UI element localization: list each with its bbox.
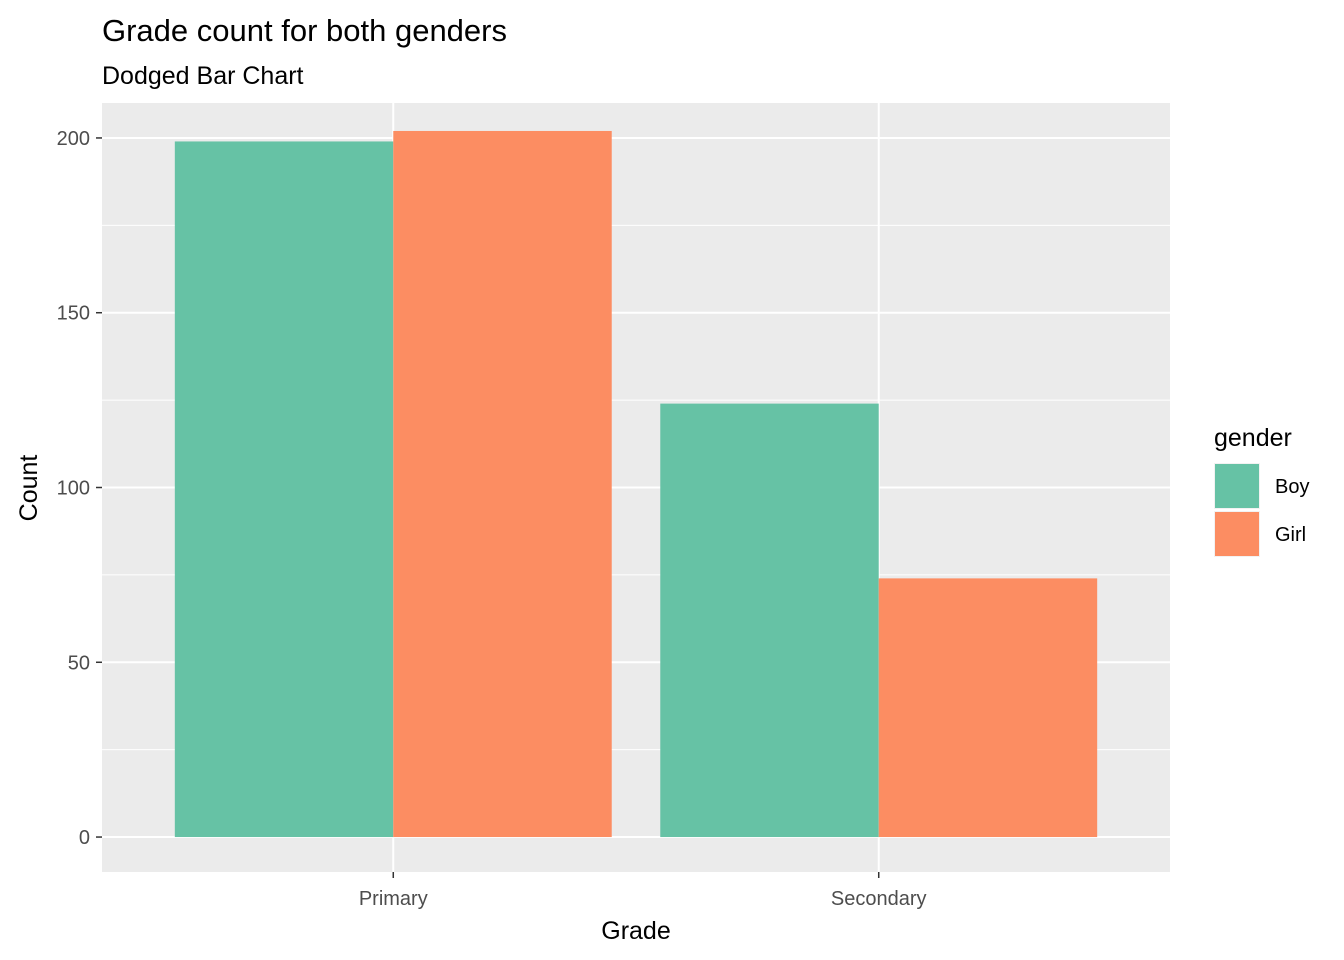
y-tick-label: 100 [57, 478, 90, 500]
legend-label-boy: Boy [1275, 476, 1309, 498]
legend-swatch-girl [1215, 512, 1259, 556]
legend-title: gender [1214, 424, 1292, 452]
legend-label-girl: Girl [1275, 524, 1306, 546]
chart-subtitle: Dodged Bar Chart [102, 62, 304, 90]
bar-girl-primary [393, 130, 612, 838]
bars [174, 130, 1098, 838]
legend-swatch-boy [1215, 464, 1259, 508]
x-axis: Primary Secondary [359, 872, 927, 910]
chart-title: Grade count for both genders [102, 13, 507, 48]
y-axis-title: Count [15, 455, 43, 522]
y-tick-label: 0 [79, 827, 90, 849]
y-tick-label: 200 [57, 128, 90, 150]
y-tick-label: 50 [68, 652, 90, 674]
bar-boy-primary [174, 141, 394, 838]
y-axis: 0 50 100 150 200 [57, 128, 102, 849]
legend: gender Boy Girl [1214, 424, 1309, 557]
x-tick-label: Secondary [831, 888, 927, 910]
x-axis-title: Grade [601, 917, 670, 945]
bar-girl-secondary [878, 578, 1098, 838]
bar-boy-secondary [660, 403, 879, 838]
x-tick-label: Primary [359, 888, 428, 910]
y-tick-label: 150 [57, 303, 90, 325]
legend-items: Boy Girl [1214, 463, 1309, 557]
